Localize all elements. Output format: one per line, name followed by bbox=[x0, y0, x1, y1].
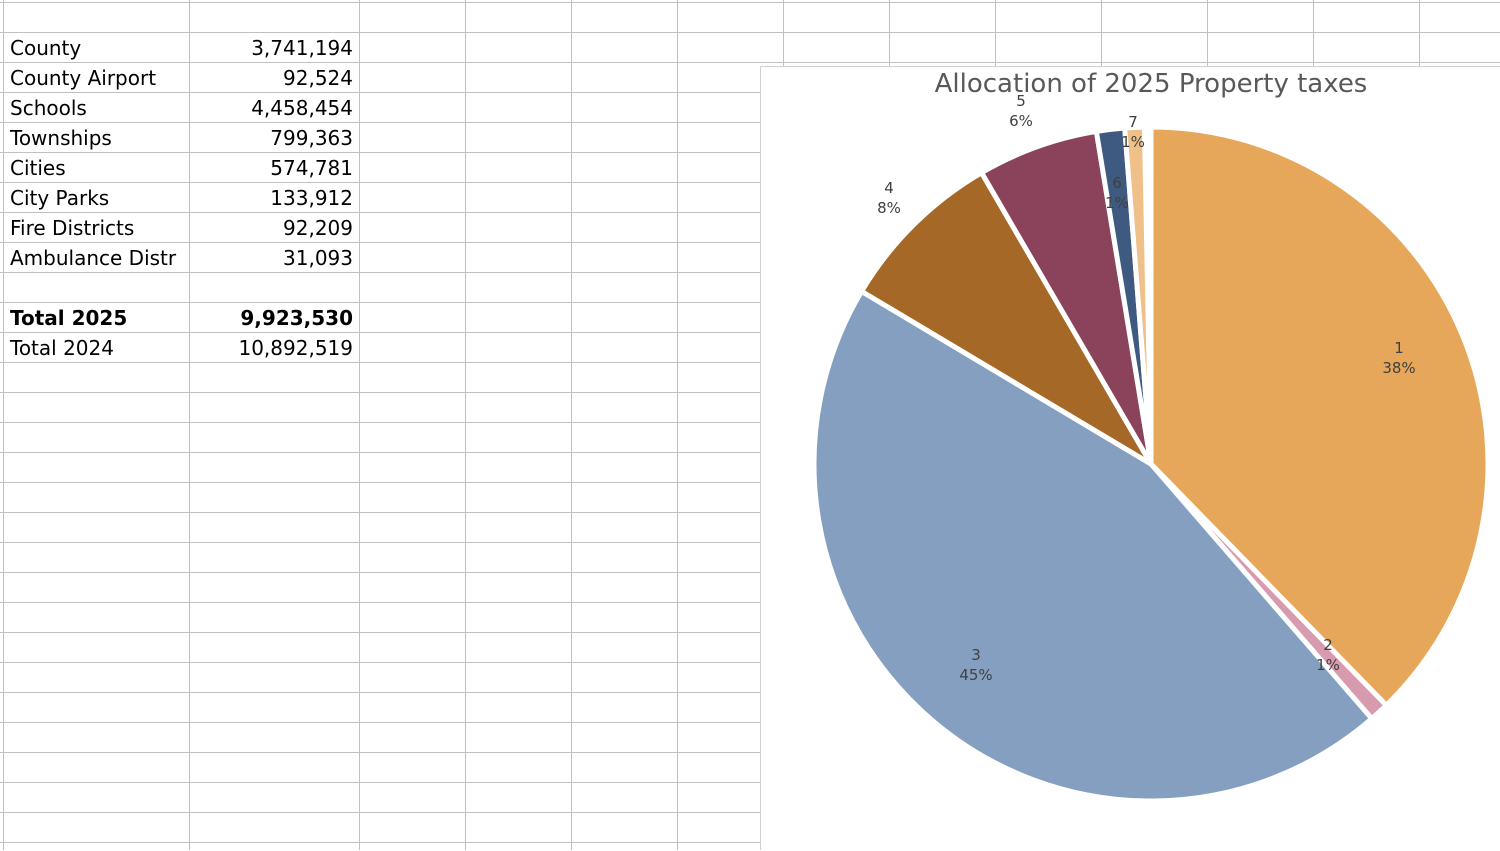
cell-label[interactable]: Townships bbox=[10, 126, 112, 150]
pie-slice-3[interactable] bbox=[811, 288, 1375, 804]
slice-percent-label: 8% bbox=[877, 199, 901, 217]
cell-value[interactable]: 10,892,519 bbox=[238, 336, 353, 360]
slice-category-label: 1 bbox=[1394, 339, 1404, 357]
cell-value[interactable]: 92,209 bbox=[283, 216, 353, 240]
pie-chart[interactable]: Allocation of 2025 Property taxes 1 38% 2 1… bbox=[760, 66, 1500, 850]
cell-label[interactable]: Total 2024 bbox=[10, 336, 114, 360]
slice-category-label: 2 bbox=[1323, 636, 1333, 654]
cell-value[interactable]: 9,923,530 bbox=[240, 306, 353, 330]
cell-value[interactable]: 799,363 bbox=[270, 126, 353, 150]
cell-label[interactable]: Schools bbox=[10, 96, 87, 120]
slice-percent-label: 1% bbox=[1121, 133, 1145, 151]
cell-value[interactable]: 31,093 bbox=[283, 246, 353, 270]
pie-slice-4[interactable] bbox=[859, 170, 1154, 467]
cell-value[interactable] bbox=[190, 273, 359, 302]
slice-category-label: 3 bbox=[971, 646, 981, 664]
cell-label[interactable]: Fire Districts bbox=[10, 216, 135, 240]
cell-value[interactable]: 3,741,194 bbox=[251, 36, 353, 60]
slice-percent-label: 1% bbox=[1316, 656, 1340, 674]
slice-category-label: 7 bbox=[1128, 113, 1138, 131]
cell-value[interactable]: 574,781 bbox=[270, 156, 353, 180]
cell-label[interactable]: City Parks bbox=[10, 186, 110, 210]
cell-value[interactable]: 4,458,454 bbox=[251, 96, 353, 120]
slice-percent-label: 6% bbox=[1009, 112, 1033, 130]
slice-percent-label: 38% bbox=[1382, 359, 1415, 377]
cell-value[interactable]: 133,912 bbox=[270, 186, 353, 210]
cell-label[interactable]: Ambulance Distr bbox=[10, 246, 177, 270]
pie-slice-1[interactable] bbox=[1148, 124, 1491, 708]
pie-slice-7[interactable] bbox=[1122, 124, 1154, 467]
cell-label[interactable] bbox=[4, 273, 189, 302]
slice-category-label: 5 bbox=[1016, 92, 1026, 110]
cell-label[interactable]: County Airport bbox=[10, 66, 157, 90]
slice-category-label: 6 bbox=[1112, 174, 1122, 192]
slice-percent-label: 45% bbox=[959, 666, 992, 684]
cell-label[interactable]: Cities bbox=[10, 156, 66, 180]
pie-labels: 1 38% 2 1% 3 45% 4 8% 5 6% 6 1% 7 1% bbox=[877, 92, 1416, 684]
slice-percent-label: 1% bbox=[1105, 194, 1129, 212]
pie-chart-svg: Allocation of 2025 Property taxes 138%21… bbox=[811, 69, 1491, 804]
cell-value[interactable]: 92,524 bbox=[283, 66, 353, 90]
pie-slices bbox=[811, 124, 1491, 804]
chart-title: Allocation of 2025 Property taxes bbox=[935, 69, 1368, 99]
cell-label[interactable]: County bbox=[10, 36, 82, 60]
slice-category-label: 4 bbox=[884, 179, 894, 197]
cell-label[interactable]: Total 2025 bbox=[10, 306, 128, 330]
